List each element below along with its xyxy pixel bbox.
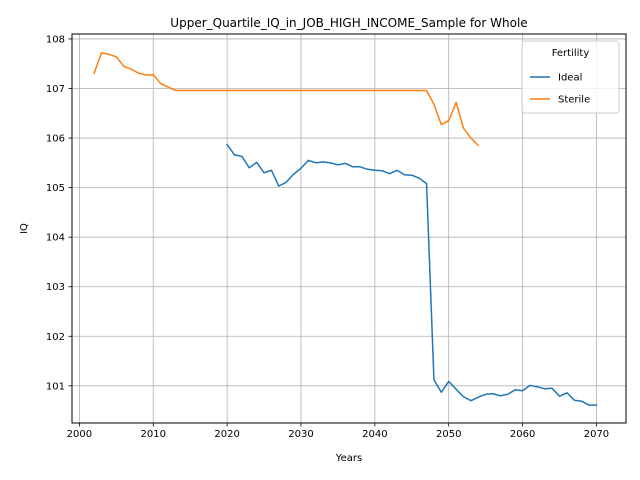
x-axis-label: Years: [335, 453, 362, 464]
chart-title: Upper_Quartile_IQ_in_JOB_HIGH_INCOME_Sam…: [170, 16, 527, 30]
y-tick-label: 106: [46, 134, 65, 145]
x-tick-label: 2010: [141, 429, 166, 440]
series-line-sterile: [93, 52, 480, 147]
y-tick-label: 102: [46, 332, 65, 343]
y-axis-label: IQ: [19, 223, 30, 234]
y-tick-label: 101: [46, 381, 65, 392]
x-tick-label: 2020: [214, 429, 239, 440]
x-tick-label: 2030: [288, 429, 313, 440]
legend: Fertility Ideal Sterile: [521, 40, 620, 114]
plot-frame: [71, 33, 627, 424]
y-tick-label: 107: [46, 84, 65, 95]
y-tick-label: 104: [46, 233, 65, 244]
series-line-ideal: [226, 143, 598, 406]
y-tick-label: 105: [46, 183, 65, 194]
y-tick-label: 108: [46, 34, 65, 45]
y-tick-label: 103: [46, 282, 65, 293]
legend-box: [521, 40, 620, 114]
legend-entry-ideal: Ideal: [558, 73, 582, 84]
x-tick-label: 2040: [362, 429, 387, 440]
x-tick-label: 2070: [584, 429, 609, 440]
legend-entry-sterile: Sterile: [558, 95, 590, 106]
legend-items: Ideal Sterile: [530, 73, 590, 106]
x-tick-label: 2060: [510, 429, 535, 440]
x-tick-label: 2000: [67, 429, 92, 440]
x-tick-label: 2050: [436, 429, 461, 440]
axis-ticks: 2000 2010 2020 2030 2040 2050 2060 2070 101 102 10…: [46, 34, 609, 440]
series-layer: [93, 52, 598, 406]
legend-title: Fertility: [552, 48, 590, 59]
